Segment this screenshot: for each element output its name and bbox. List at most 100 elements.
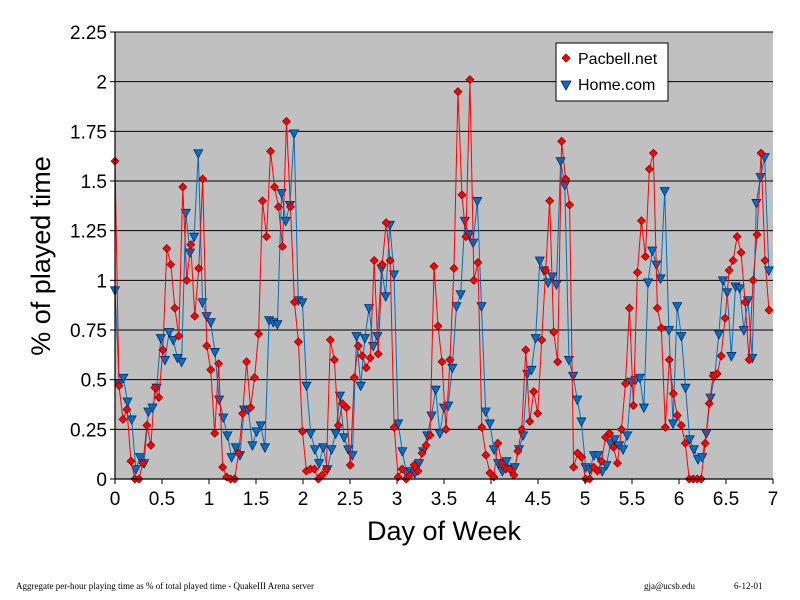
data-point-pacbell-net: [712, 369, 722, 379]
data-point-home-com: [209, 348, 221, 358]
y-tick-label: 1.25: [70, 222, 107, 243]
series-layer: [109, 75, 774, 484]
data-point-home-com: [572, 395, 583, 406]
data-point-pacbell-net: [281, 116, 291, 126]
data-point-pacbell-net: [720, 313, 730, 323]
data-point-home-com: [393, 419, 404, 430]
data-point-pacbell-net: [597, 456, 607, 466]
data-point-pacbell-net: [672, 410, 682, 420]
data-point-home-com: [480, 407, 491, 418]
data-point-pacbell-net: [397, 464, 407, 474]
data-point-pacbell-net: [577, 452, 587, 462]
data-point-home-com: [251, 427, 262, 438]
data-point-home-com: [638, 403, 649, 414]
data-point-pacbell-net: [389, 422, 399, 432]
y-axis-title: % of played time: [26, 156, 56, 356]
data-point-home-com: [659, 187, 670, 197]
x-tick-label: 1.5: [243, 489, 269, 510]
data-point-home-com: [688, 445, 699, 455]
data-point-pacbell-net: [648, 148, 658, 158]
data-point-pacbell-net: [732, 232, 742, 242]
gridlines: [115, 31, 773, 430]
data-point-pacbell-net: [202, 341, 212, 351]
data-point-home-com: [272, 320, 283, 330]
data-point-pacbell-net: [656, 323, 666, 333]
data-point-home-com: [363, 304, 375, 314]
data-point-pacbell-net: [162, 244, 172, 254]
y-tick-label: 0: [96, 470, 107, 491]
data-point-pacbell-net: [170, 303, 180, 313]
x-tick-label: 3.5: [431, 489, 457, 510]
data-point-pacbell-net: [425, 430, 435, 440]
data-point-pacbell-net: [341, 402, 351, 412]
data-point-pacbell-net: [748, 275, 758, 285]
data-point-pacbell-net: [357, 351, 367, 361]
data-point-pacbell-net: [541, 265, 551, 275]
data-point-pacbell-net: [385, 255, 395, 265]
data-point-pacbell-net: [126, 456, 136, 466]
legend-triangle-down-icon: [560, 80, 572, 91]
data-point-pacbell-net: [565, 200, 575, 210]
data-point-pacbell-net: [700, 438, 710, 448]
x-tick-label: 5: [580, 489, 591, 510]
data-point-pacbell-net: [513, 446, 523, 456]
data-point-pacbell-net: [569, 462, 579, 472]
data-point-home-com: [201, 312, 212, 322]
data-point-pacbell-net: [457, 190, 467, 200]
data-point-home-com: [130, 465, 141, 475]
data-point-pacbell-net: [537, 335, 547, 345]
data-point-pacbell-net: [321, 464, 331, 474]
data-point-home-com: [309, 445, 320, 455]
data-point-pacbell-net: [644, 164, 654, 174]
data-point-home-com: [126, 415, 137, 426]
data-point-pacbell-net: [465, 75, 475, 85]
data-point-pacbell-net: [258, 196, 268, 206]
data-point-pacbell-net: [728, 255, 738, 265]
data-point-home-com: [543, 278, 554, 289]
data-point-home-com: [697, 453, 708, 463]
data-point-pacbell-net: [605, 428, 614, 438]
data-point-pacbell-net: [218, 462, 228, 472]
data-point-home-com: [176, 357, 187, 368]
data-point-home-com: [622, 431, 633, 442]
data-point-home-com: [351, 332, 362, 342]
series-pacbell-net: [110, 75, 774, 484]
data-point-home-com: [318, 443, 329, 453]
data-point-home-com: [434, 429, 445, 440]
data-point-pacbell-net: [210, 428, 220, 438]
data-point-pacbell-net: [497, 458, 507, 468]
footer-caption: Aggregate per-hour playing time as % of …: [16, 581, 314, 591]
data-point-pacbell-net: [433, 321, 443, 331]
data-point-pacbell-net: [521, 345, 531, 355]
x-tick-label: 1: [204, 489, 215, 510]
data-point-pacbell-net: [373, 349, 383, 359]
data-point-pacbell-net: [369, 255, 379, 265]
data-point-home-com: [247, 441, 258, 451]
data-point-home-com: [355, 381, 366, 392]
y-tick-label: 0.75: [70, 321, 107, 342]
data-point-pacbell-net: [445, 355, 455, 365]
data-point-home-com: [134, 453, 146, 463]
data-point-home-com: [426, 411, 437, 422]
data-point-home-com: [230, 443, 241, 453]
data-point-home-com: [663, 326, 674, 336]
data-point-home-com: [334, 391, 345, 402]
data-point-pacbell-net: [505, 464, 515, 474]
legend: Pacbell.net Home.com: [555, 42, 669, 102]
legend-box: [555, 42, 669, 102]
data-point-pacbell-net: [274, 202, 283, 212]
x-tick-label: 4: [486, 489, 497, 510]
data-point-pacbell-net: [186, 240, 196, 250]
data-point-pacbell-net: [349, 373, 359, 383]
data-point-pacbell-net: [756, 148, 766, 158]
data-point-pacbell-net: [620, 379, 630, 389]
data-point-home-com: [526, 365, 537, 376]
data-point-home-com: [313, 459, 325, 469]
data-point-home-com: [601, 461, 612, 471]
data-point-pacbell-net: [636, 216, 646, 226]
data-point-home-com: [297, 298, 308, 308]
x-tick-label: 6.5: [713, 489, 739, 510]
y-tick-label: 0.5: [81, 371, 107, 392]
data-point-pacbell-net: [250, 373, 260, 383]
